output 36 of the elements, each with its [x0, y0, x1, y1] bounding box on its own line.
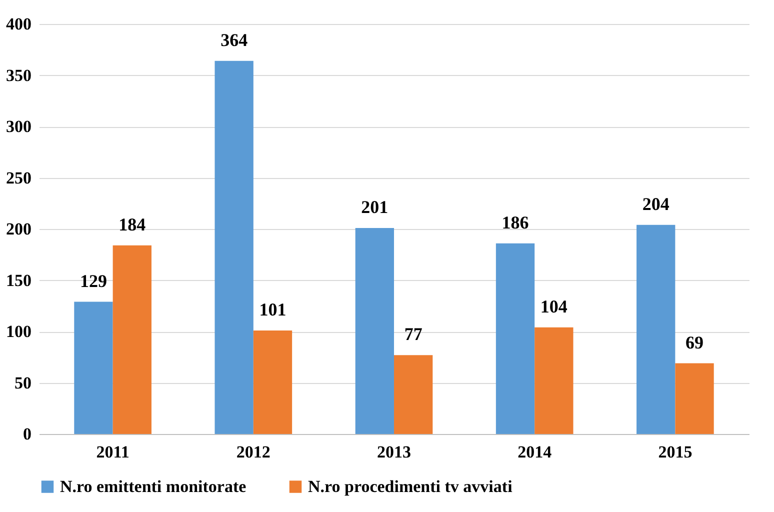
y-tick-label: 300 [6, 117, 32, 136]
legend-label: N.ro emittenti monitorate [60, 476, 247, 496]
data-label: 204 [642, 194, 670, 214]
x-tick-label: 2015 [658, 442, 692, 462]
x-tick-label: 2014 [518, 442, 552, 462]
y-tick-label: 350 [6, 66, 32, 85]
data-label: 77 [404, 324, 422, 344]
x-tick-label: 2012 [236, 442, 270, 462]
bar [253, 330, 292, 434]
data-label: 129 [80, 270, 107, 291]
bar [496, 243, 535, 434]
data-label: 184 [118, 214, 146, 234]
data-label: 69 [686, 332, 704, 352]
legend-label: N.ro procedimenti tv avviati [308, 476, 513, 496]
bar [112, 245, 152, 434]
bar [355, 228, 394, 434]
bar [636, 224, 676, 434]
y-tick-label: 150 [6, 270, 32, 290]
y-tick-label: 400 [6, 14, 32, 34]
data-label: 101 [259, 299, 286, 320]
y-tick-label: 50 [14, 373, 32, 392]
y-tick-label: 250 [6, 168, 32, 188]
bar [394, 355, 433, 434]
x-tick-label: 2013 [377, 442, 411, 462]
bar [214, 60, 254, 434]
x-tick-label: 2011 [96, 442, 130, 462]
bar [74, 302, 113, 434]
y-tick-label: 200 [6, 220, 32, 238]
bar [534, 327, 574, 434]
data-label: 104 [540, 296, 568, 316]
y-tick-label: 100 [6, 322, 32, 341]
bar [675, 363, 714, 434]
data-label: 186 [502, 212, 529, 232]
data-label: 201 [361, 196, 388, 217]
data-label: 364 [220, 30, 248, 50]
y-tick-label: 0 [23, 424, 32, 444]
